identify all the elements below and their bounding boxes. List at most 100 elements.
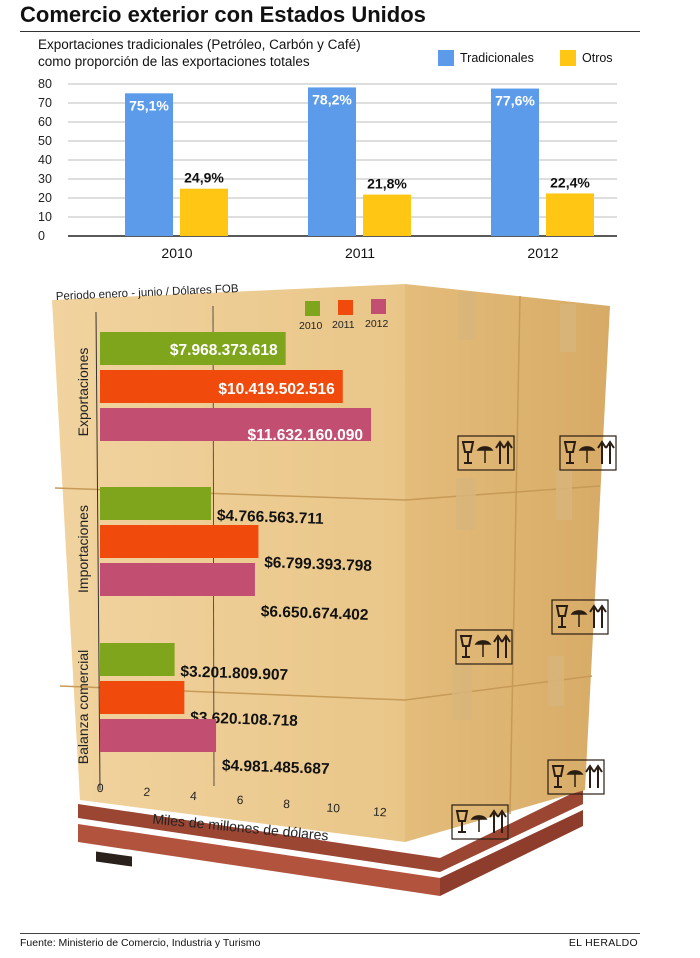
fragile-glass-icon xyxy=(563,441,577,464)
this-side-up-icon xyxy=(589,604,607,628)
fragile-glass-icon xyxy=(555,605,569,628)
legend-swatch-2012 xyxy=(371,299,386,314)
top-chart-subtitle-line: como proporción de las exportaciones tot… xyxy=(38,54,310,69)
tape-strip xyxy=(452,664,472,720)
bar-balanza-comercial-2012 xyxy=(100,719,217,752)
umbrella-icon xyxy=(578,446,596,463)
x-tick-label: 2010 xyxy=(161,245,192,261)
legend-label-otros: Otros xyxy=(582,51,613,65)
bar-otros-2010 xyxy=(180,188,228,236)
bar-value-label: $10.419.502.516 xyxy=(218,381,335,398)
y-tick-label: 60 xyxy=(38,115,52,129)
bar-exportaciones-2011 xyxy=(100,370,343,403)
data-label: 22,4% xyxy=(550,174,590,190)
bar-exportaciones-2010 xyxy=(100,332,286,365)
data-label: 78,2% xyxy=(312,91,352,107)
legend-item-tradicionales: Tradicionales xyxy=(438,50,534,66)
y-tick-label: 10 xyxy=(38,210,52,224)
page-title: Comercio exterior con Estados Unidos xyxy=(20,2,426,27)
umbrella-icon xyxy=(566,770,584,787)
umbrella-icon xyxy=(476,446,494,463)
this-side-up-icon xyxy=(489,809,507,833)
bar-value-label: $6.799.393.798 xyxy=(264,554,373,575)
bar-importaciones-2010 xyxy=(100,487,212,520)
fragile-glass-icon xyxy=(455,810,469,833)
handling-icon-group xyxy=(547,759,605,795)
data-label: 75,1% xyxy=(129,97,169,113)
bar-value-label: $3.201.809.907 xyxy=(180,663,288,684)
packing-tape xyxy=(452,292,576,720)
source-note: Fuente: Ministerio de Comercio, Industri… xyxy=(20,937,261,949)
legend-swatch-2010 xyxy=(305,301,320,316)
umbrella-icon xyxy=(570,610,588,627)
x-tick-label: 10 xyxy=(326,801,341,816)
y-tick-label: 40 xyxy=(38,153,52,167)
y-tick-label: 50 xyxy=(38,134,52,148)
brand-credit: EL HERALDO xyxy=(568,937,638,949)
this-side-up-icon xyxy=(495,440,513,464)
legend-label-2011: 2011 xyxy=(332,319,355,331)
umbrella-icon xyxy=(470,815,488,832)
bar-tradicionales-2011 xyxy=(308,87,356,236)
legend-swatch-2011 xyxy=(338,300,353,315)
bar-importaciones-2012 xyxy=(100,563,255,596)
group-label-exportaciones: Exportaciones xyxy=(75,348,91,437)
handling-icon-frame xyxy=(551,599,609,635)
bar-value-label: $4.766.563.711 xyxy=(217,507,325,528)
pallet-side xyxy=(440,810,583,896)
handling-icon-frame xyxy=(457,435,515,471)
pallet-foot xyxy=(96,851,132,867)
pallet-top-board xyxy=(78,788,583,872)
handling-icon-frame xyxy=(547,759,605,795)
y-tick-label: 0 xyxy=(38,229,45,243)
handling-icon-frame xyxy=(451,804,509,840)
x-tick-label: 2 xyxy=(143,785,151,799)
bar-importaciones-2011 xyxy=(100,525,259,558)
legend-label-tradicionales: Tradicionales xyxy=(460,51,534,65)
bar-otros-2012 xyxy=(546,193,594,236)
tape-strip xyxy=(548,656,564,706)
x-tick-label: 2011 xyxy=(345,245,375,261)
top-bar-chart: 0 10 20 30 40 50 60 70 80 75,1% 24,9% 2010 78,2% 21,8… xyxy=(38,77,617,261)
y-tick-label: 30 xyxy=(38,172,52,186)
bar-value-label: $7.968.373.618 xyxy=(170,342,278,359)
y-tick-label: 70 xyxy=(38,96,52,110)
group-label-importaciones: Importaciones xyxy=(75,505,91,593)
legend-swatch-otros xyxy=(560,50,576,66)
handling-icon-group xyxy=(551,599,609,635)
handling-icon-frame xyxy=(559,435,617,471)
tape-strip xyxy=(458,292,476,340)
group-label-balanza-comercial: Balanza comercial xyxy=(75,650,91,764)
y-axis-line xyxy=(95,311,101,791)
handling-icon-group xyxy=(451,804,509,840)
legend-swatch-tradicionales xyxy=(438,50,454,66)
y-tick-label: 80 xyxy=(38,77,52,91)
handling-symbols xyxy=(451,435,617,840)
x-tick-label: 12 xyxy=(373,805,388,820)
x-tick-label: 6 xyxy=(236,793,244,807)
handling-icon-group xyxy=(457,435,515,471)
x-tick-label: 0 xyxy=(96,781,104,795)
crate-side-face xyxy=(405,284,610,842)
bar-exportaciones-2012 xyxy=(100,408,372,441)
data-label: 21,8% xyxy=(367,176,407,192)
fragile-glass-icon xyxy=(551,765,565,788)
tape-strip xyxy=(456,478,476,530)
x-tick-label: 2012 xyxy=(527,245,558,261)
bar-otros-2011 xyxy=(363,194,411,236)
tape-strip xyxy=(560,304,576,352)
fragile-glass-icon xyxy=(461,441,475,464)
bar-balanza-comercial-2010 xyxy=(100,643,175,676)
legend-item-otros: Otros xyxy=(560,50,613,66)
this-side-up-icon xyxy=(493,634,511,658)
data-label: 24,9% xyxy=(184,170,224,186)
bar-value-label: $3.620.108.718 xyxy=(190,709,299,730)
bar-value-label: $6.650.674.402 xyxy=(260,603,368,624)
y-tick-label: 20 xyxy=(38,191,52,205)
pallet-front xyxy=(78,824,440,896)
bar-value-label: $4.981.485.687 xyxy=(222,757,330,778)
fragile-glass-icon xyxy=(459,635,473,658)
crate-seam-vertical xyxy=(509,295,521,815)
bar-value-label: $11.632.160.090 xyxy=(248,427,364,444)
